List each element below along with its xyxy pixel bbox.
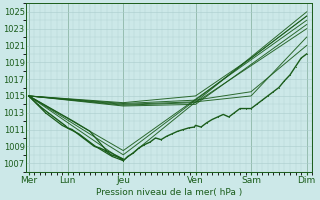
X-axis label: Pression niveau de la mer( hPa ): Pression niveau de la mer( hPa ) [96, 188, 242, 197]
